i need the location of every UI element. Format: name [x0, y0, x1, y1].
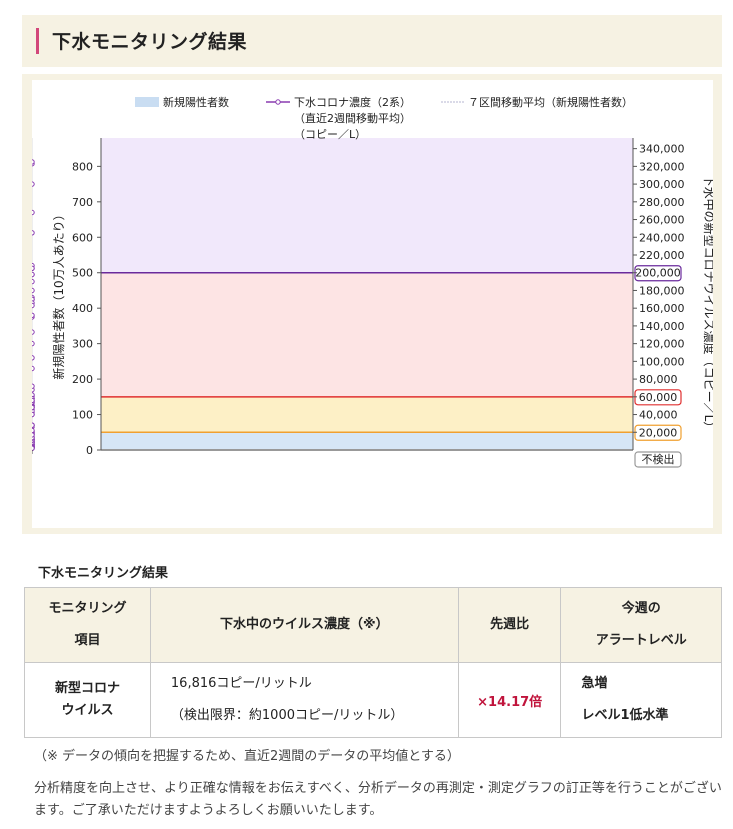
sewage-point [29, 302, 35, 309]
right-tick-label: 120,000 [639, 338, 685, 351]
table-row: 新型コロナ ウイルス 16,816コピー/リットル （検出限界：約1000コピー/リ… [24, 662, 722, 738]
alert-level-label: 20,000 [639, 426, 678, 439]
alert-level-label: 200,000 [635, 267, 681, 280]
col-item-header: モニタリング 項目 [24, 587, 151, 663]
row-week-ratio: ×14.17倍 [457, 662, 562, 738]
sewage-point [29, 329, 35, 335]
sewage-point [29, 397, 35, 404]
sewage-point [29, 181, 35, 187]
sewage-point [29, 271, 35, 278]
right-tick-label: 180,000 [639, 284, 685, 297]
legend-label-sewage: 下水コロナ濃度（2系） [294, 95, 411, 109]
alert-level-label: 不検出 [642, 452, 675, 466]
page-header: 下水モニタリング結果 [22, 15, 722, 67]
left-tick-label: 200 [72, 373, 93, 386]
right-tick-label: 100,000 [639, 355, 685, 368]
left-tick-label: 800 [72, 160, 93, 173]
alert-zone [101, 138, 633, 273]
detection-limit: （検出限界：約1000コピー/リットル） [170, 708, 404, 723]
alert-zone [101, 432, 633, 450]
legend-swatch-sewage-point [275, 99, 281, 105]
disclaimer-paragraph: 分析精度を向上させ、より正確な情報をお伝えすべく、分析データの再測定・測定グラフ… [34, 781, 722, 818]
col-ratio-header: 先週比 [457, 587, 562, 663]
row-item: 新型コロナ ウイルス [24, 662, 151, 738]
right-tick-label: 40,000 [639, 409, 678, 422]
row-concentration: 16,816コピー/リットル （検出限界：約1000コピー/リットル） [149, 662, 459, 738]
chart-area: 不検出 20,000 60,000 200,000 0 100 200 300 400 500 6… [0, 80, 717, 528]
sewage-point [29, 427, 35, 434]
sewage-point [29, 265, 35, 272]
alert-zone [101, 396, 633, 433]
row-alert-level: 急増 レベル1低水準 [560, 662, 722, 738]
sewage-point [29, 411, 35, 418]
alert-level-box [634, 451, 682, 468]
right-tick-label: 320,000 [639, 160, 685, 173]
legend-label-new-cases: 新規陽性者数 [163, 95, 229, 109]
col-alert-header: 今週の アラートレベル [560, 587, 722, 663]
page-title: 下水モニタリング結果 [52, 31, 248, 53]
legend-label-sewage-note: （直近2週間移動平均） [294, 111, 411, 125]
right-tick-label: 80,000 [639, 373, 678, 386]
sewage-point [29, 422, 35, 428]
right-tick-label: 240,000 [639, 231, 685, 244]
right-tick-label: 280,000 [639, 196, 685, 209]
sewage-point [29, 445, 35, 451]
sewage-point [29, 312, 35, 319]
left-tick-label: 100 [72, 409, 93, 422]
sewage-point [29, 209, 35, 216]
right-tick-label: 140,000 [639, 320, 685, 333]
results-title: 下水モニタリング結果 [38, 566, 169, 581]
legend-label-sewage-unit: （コピー／L） [294, 128, 366, 141]
sewage-point [29, 355, 35, 361]
right-tick-label: 340,000 [639, 143, 685, 156]
alert-zone [101, 272, 633, 397]
results-table: モニタリング 項目 下水中のウイルス濃度（※） 先週比 今週の アラートレベル 新型… [24, 587, 722, 738]
left-tick-label: 600 [72, 231, 93, 244]
sewage-point [29, 287, 35, 294]
sewage-point [29, 383, 35, 389]
left-axis-title: 新規陽性者数（10万人あたり） [51, 208, 66, 379]
sewage-point [29, 159, 35, 165]
right-axis-title: 下水中の新型コロナウイルス濃度（コピー／L） [702, 175, 713, 434]
left-tick-label: 500 [72, 267, 93, 280]
sewage-point [29, 365, 35, 372]
sewage-point [29, 432, 35, 438]
header-accent-bar [36, 28, 39, 54]
alert-level-label: 60,000 [639, 391, 678, 404]
right-tick-label: 160,000 [639, 302, 685, 315]
right-tick-label: 300,000 [639, 178, 685, 191]
sewage-point [29, 230, 35, 236]
sewage-chart: 不検出 20,000 60,000 200,000 0 100 200 300 400 500 6… [0, 80, 717, 468]
right-tick-label: 220,000 [639, 249, 685, 262]
legend-label-moving-average: ７区間移動平均（新規陽性者数） [468, 95, 633, 109]
sewage-point [29, 340, 35, 347]
sewage-point [29, 278, 35, 285]
left-tick-label: 400 [72, 302, 93, 315]
left-tick-label: 0 [86, 444, 93, 457]
chart-panel: 不検出 20,000 60,000 200,000 0 100 200 300 400 500 6… [0, 74, 722, 534]
col-conc-header: 下水中のウイルス濃度（※） [149, 587, 459, 663]
footnote: （※ データの傾向を把握するため、直近2週間のデータの平均値とする） [34, 749, 460, 764]
table-header-row: モニタリング 項目 下水中のウイルス濃度（※） 先週比 今週の アラートレベル [24, 587, 722, 663]
sewage-point [29, 404, 35, 411]
right-tick-label: 260,000 [639, 214, 685, 227]
left-tick-label: 700 [72, 196, 93, 209]
left-tick-label: 300 [72, 338, 93, 351]
alert-level-box [634, 265, 682, 282]
legend-swatch-new-cases [135, 97, 159, 107]
